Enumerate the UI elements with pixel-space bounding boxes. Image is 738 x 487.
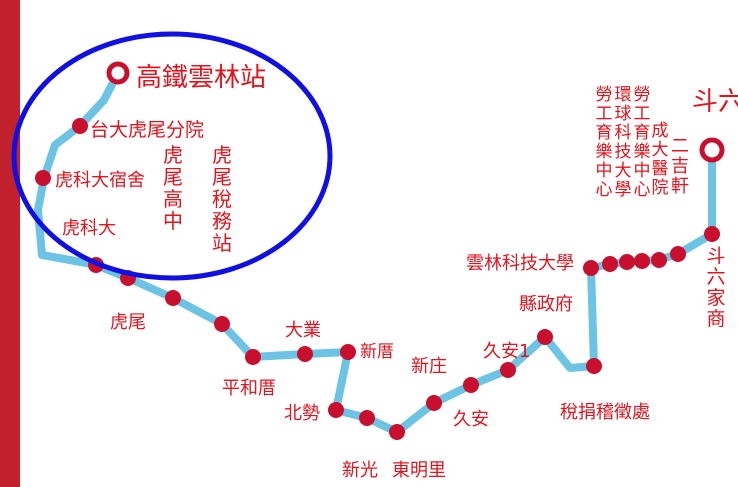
stop-marker-s17[interactable] bbox=[537, 329, 553, 345]
stop-label-s18: 稅捐稽徵處 bbox=[560, 402, 650, 423]
stop-label-s10: 新厝 bbox=[360, 342, 394, 362]
stop-marker-s8[interactable] bbox=[245, 349, 261, 365]
stop-marker-s7[interactable] bbox=[214, 316, 230, 332]
stop-marker-s2[interactable] bbox=[35, 170, 51, 186]
stop-marker-s23[interactable] bbox=[651, 252, 667, 268]
stop-marker-s16[interactable] bbox=[500, 362, 516, 378]
stop-label-s16: 久安1 bbox=[483, 341, 530, 362]
stop-label-s17: 縣政府 bbox=[519, 294, 573, 315]
stop-marker-s11[interactable] bbox=[328, 402, 344, 418]
stop-label-s7: 虎尾稅務站 bbox=[212, 143, 232, 255]
stop-marker-s12[interactable] bbox=[359, 410, 375, 426]
stop-marker-s20[interactable] bbox=[602, 256, 618, 272]
stop-label-s9: 大業 bbox=[285, 320, 321, 341]
stop-label-s22: 勞工育樂中心 bbox=[634, 85, 651, 200]
stop-marker-s1[interactable] bbox=[72, 118, 88, 134]
stop-label-s20: 勞工育樂中心 bbox=[596, 85, 613, 200]
stop-marker-s21[interactable] bbox=[619, 254, 635, 270]
stop-marker-s24[interactable] bbox=[670, 246, 686, 262]
stop-label-s14: 新庄 bbox=[411, 356, 447, 377]
stop-marker-s25[interactable] bbox=[704, 226, 720, 242]
stop-label-s3: 虎科大 bbox=[62, 218, 116, 239]
stop-label-s15: 久安 bbox=[453, 409, 489, 430]
terminal-marker-start[interactable] bbox=[106, 61, 130, 85]
stop-marker-s10[interactable] bbox=[340, 344, 356, 360]
stop-label-s2: 虎科大宿舍 bbox=[55, 170, 145, 191]
terminal-label-start: 高鐵雲林站 bbox=[136, 63, 266, 93]
stop-marker-s22[interactable] bbox=[634, 253, 650, 269]
stop-label-s5: 虎尾 bbox=[110, 312, 146, 333]
stop-label-s24: 二吉軒 bbox=[671, 136, 689, 197]
stop-label-s19: 雲林科技大學 bbox=[466, 253, 574, 274]
stop-label-s1: 台大虎尾分院 bbox=[90, 119, 204, 141]
terminal-marker-end[interactable] bbox=[699, 137, 725, 163]
stop-label-s21: 環球科技大學 bbox=[615, 85, 632, 200]
stop-label-s12: 新光 bbox=[342, 460, 378, 481]
stop-marker-s14[interactable] bbox=[426, 395, 442, 411]
stop-label-s6: 虎尾高中 bbox=[163, 143, 183, 233]
stop-marker-s13[interactable] bbox=[389, 424, 405, 440]
terminal-label-end: 斗六 bbox=[692, 87, 738, 117]
stop-label-s8: 平和厝 bbox=[222, 378, 276, 399]
stop-label-s23: 成大醫院 bbox=[652, 121, 669, 198]
stop-marker-s15[interactable] bbox=[463, 377, 479, 393]
stop-label-s13: 東明里 bbox=[392, 460, 446, 481]
left-red-band bbox=[0, 0, 20, 487]
stop-marker-s18[interactable] bbox=[586, 358, 602, 374]
highlight-circle bbox=[11, 31, 333, 281]
stop-marker-s19[interactable] bbox=[583, 260, 599, 276]
stop-marker-s9[interactable] bbox=[297, 346, 313, 362]
stop-marker-s5[interactable] bbox=[165, 290, 181, 306]
stop-label-s11: 北勢 bbox=[284, 403, 320, 424]
stop-label-s25: 斗六家商 bbox=[706, 245, 725, 330]
